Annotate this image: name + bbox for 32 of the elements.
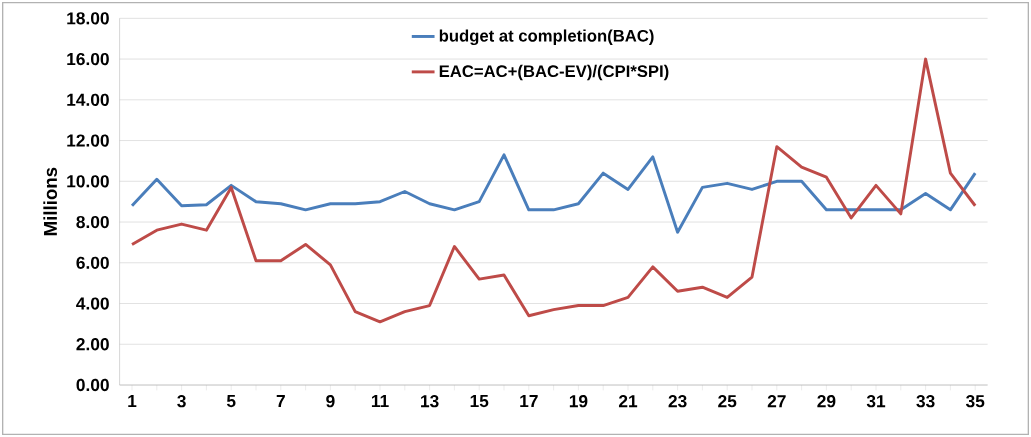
legend-label: EAC=AC+(BAC-EV)/(CPI*SPI) bbox=[439, 64, 669, 81]
x-tick-label: 5 bbox=[226, 395, 236, 408]
y-tick-label: 18.00 bbox=[67, 12, 109, 25]
y-axis-title: Millions bbox=[43, 167, 58, 236]
y-tick-label: 2.00 bbox=[76, 338, 109, 351]
y-tick-label: 6.00 bbox=[76, 256, 109, 269]
y-tick-label: 0.00 bbox=[76, 378, 109, 392]
y-tick-label: 16.00 bbox=[67, 52, 109, 66]
x-tick-label: 35 bbox=[965, 395, 985, 408]
x-tick-label: 29 bbox=[817, 395, 836, 408]
legend-label: budget at completion(BAC) bbox=[439, 29, 654, 46]
x-tick-label: 25 bbox=[718, 395, 737, 408]
x-tick-label: 15 bbox=[470, 395, 489, 408]
x-tick-label: 31 bbox=[866, 395, 886, 408]
line-series bbox=[130, 57, 977, 324]
x-tick-label: 13 bbox=[421, 395, 439, 408]
x-tick-label: 17 bbox=[520, 395, 538, 407]
x-tick-label: 1 bbox=[128, 395, 137, 407]
x-tick-label: 23 bbox=[668, 395, 687, 408]
y-tick-label: 8.00 bbox=[76, 215, 109, 229]
x-tick-label: 9 bbox=[326, 395, 335, 408]
x-tick-label: 27 bbox=[767, 395, 786, 408]
x-tick-label: 3 bbox=[177, 395, 186, 408]
y-tick-label: 4.00 bbox=[76, 297, 109, 310]
y-tick-label: 10.00 bbox=[67, 175, 109, 188]
y-tick-label: 12.00 bbox=[67, 134, 109, 147]
x-tick-label: 11 bbox=[371, 395, 389, 407]
x-tick-label: 21 bbox=[618, 395, 638, 408]
x-tick-label: 33 bbox=[916, 395, 935, 408]
x-tick-label: 19 bbox=[569, 395, 588, 408]
y-tick-label: 14.00 bbox=[67, 93, 109, 106]
x-tick-label: 7 bbox=[276, 395, 285, 407]
